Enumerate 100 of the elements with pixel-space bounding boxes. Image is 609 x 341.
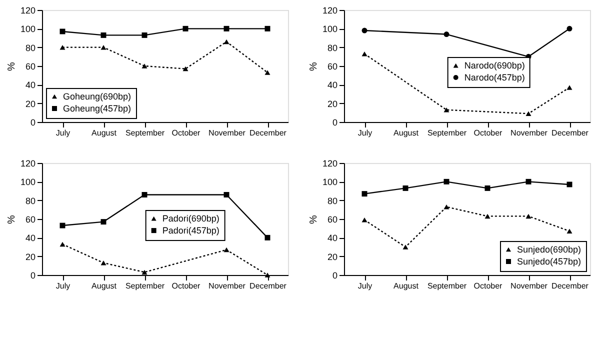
y-tick-label: 60 xyxy=(327,214,338,224)
point xyxy=(264,70,270,75)
point xyxy=(264,234,270,240)
point xyxy=(142,32,148,38)
point xyxy=(264,272,270,278)
point xyxy=(142,270,148,275)
point xyxy=(362,191,368,197)
y-tick-label: 60 xyxy=(25,62,36,72)
point xyxy=(526,214,532,219)
y-tick-label: 0 xyxy=(332,270,338,280)
legend-label: Sunjedo(690bp) xyxy=(517,244,582,254)
y-tick-label: 20 xyxy=(25,98,36,109)
legend-label: Narodo(690bp) xyxy=(464,60,525,71)
y-tick-label: 0 xyxy=(30,118,36,128)
y-axis-title: % xyxy=(6,214,18,224)
point xyxy=(362,218,368,222)
point xyxy=(142,192,148,198)
point xyxy=(526,111,532,116)
y-tick-label: 0 xyxy=(30,270,36,280)
y-tick-label: 80 xyxy=(25,42,36,53)
point xyxy=(566,182,572,188)
point xyxy=(264,26,270,32)
y-tick-label: 100 xyxy=(322,177,338,188)
y-tick-label: 60 xyxy=(327,62,338,72)
y-tick-label: 20 xyxy=(327,252,338,262)
x-tick-label: August xyxy=(394,128,420,138)
x-tick-label: July xyxy=(358,128,372,138)
legend-label: Sunjedo(457bp) xyxy=(517,256,582,266)
y-tick-label: 80 xyxy=(327,196,338,206)
point xyxy=(362,28,368,34)
legend-label: Padori(690bp) xyxy=(162,214,220,224)
y-tick-label: 100 xyxy=(20,24,36,34)
point xyxy=(224,26,230,32)
x-tick-label: November xyxy=(208,282,246,290)
y-axis-title: % xyxy=(308,214,320,224)
x-tick-label: September xyxy=(427,128,467,138)
y-tick-label: 100 xyxy=(20,177,36,188)
point xyxy=(566,26,572,32)
x-tick-label: December xyxy=(552,282,589,290)
legend-label: Goheung(690bp) xyxy=(63,92,132,102)
y-tick-label: 20 xyxy=(25,252,36,262)
x-tick-label: September xyxy=(125,128,165,138)
y-axis-title: % xyxy=(308,62,320,71)
x-tick-label: November xyxy=(510,128,548,138)
point xyxy=(566,228,572,234)
y-tick-label: 120 xyxy=(322,6,338,16)
point xyxy=(224,39,230,44)
y-tick-label: 60 xyxy=(25,214,36,224)
point xyxy=(100,44,106,50)
point xyxy=(566,85,572,90)
legend-label: Goheung(457bp) xyxy=(63,104,132,114)
x-tick-label: December xyxy=(250,282,287,290)
point xyxy=(224,247,230,252)
x-tick-label: November xyxy=(510,282,548,290)
point xyxy=(444,178,450,184)
point xyxy=(100,219,106,225)
y-tick-label: 100 xyxy=(322,24,338,34)
point xyxy=(402,185,408,191)
x-tick-label: September xyxy=(427,282,467,290)
x-tick-label: October xyxy=(474,282,503,290)
x-tick-label: November xyxy=(208,128,246,138)
x-tick-label: October xyxy=(474,128,503,138)
point xyxy=(402,244,408,250)
y-tick-label: 20 xyxy=(327,98,338,109)
x-tick-label: July xyxy=(56,128,70,138)
y-tick-label: 40 xyxy=(25,233,36,244)
x-tick-label: October xyxy=(172,128,201,138)
y-tick-label: 40 xyxy=(25,80,36,90)
point xyxy=(100,32,106,38)
point xyxy=(182,66,188,72)
point xyxy=(60,222,66,228)
point xyxy=(526,178,532,184)
x-tick-label: August xyxy=(92,282,118,290)
y-tick-label: 0 xyxy=(332,118,338,128)
point xyxy=(224,192,230,198)
point xyxy=(60,242,66,247)
point xyxy=(444,32,450,37)
legend-label: Narodo(457bp) xyxy=(464,72,525,83)
x-tick-label: July xyxy=(56,282,70,290)
x-tick-label: December xyxy=(250,128,287,138)
point xyxy=(484,214,490,219)
y-tick-label: 120 xyxy=(20,158,36,168)
x-tick-label: October xyxy=(172,282,201,290)
y-tick-label: 120 xyxy=(20,6,36,16)
y-tick-label: 40 xyxy=(327,80,338,90)
x-tick-label: August xyxy=(92,128,118,138)
legend-label: Padori(457bp) xyxy=(162,226,220,236)
y-tick-label: 80 xyxy=(327,42,338,53)
y-axis-title: % xyxy=(6,62,18,71)
x-tick-label: August xyxy=(394,282,420,290)
y-tick-label: 40 xyxy=(327,233,338,244)
point xyxy=(142,64,148,68)
x-tick-label: September xyxy=(125,282,165,290)
y-tick-label: 80 xyxy=(25,196,36,206)
x-tick-label: July xyxy=(358,282,372,290)
point xyxy=(60,28,66,34)
point xyxy=(182,26,188,32)
point xyxy=(484,185,490,191)
y-tick-label: 120 xyxy=(322,158,338,168)
point xyxy=(60,44,66,50)
